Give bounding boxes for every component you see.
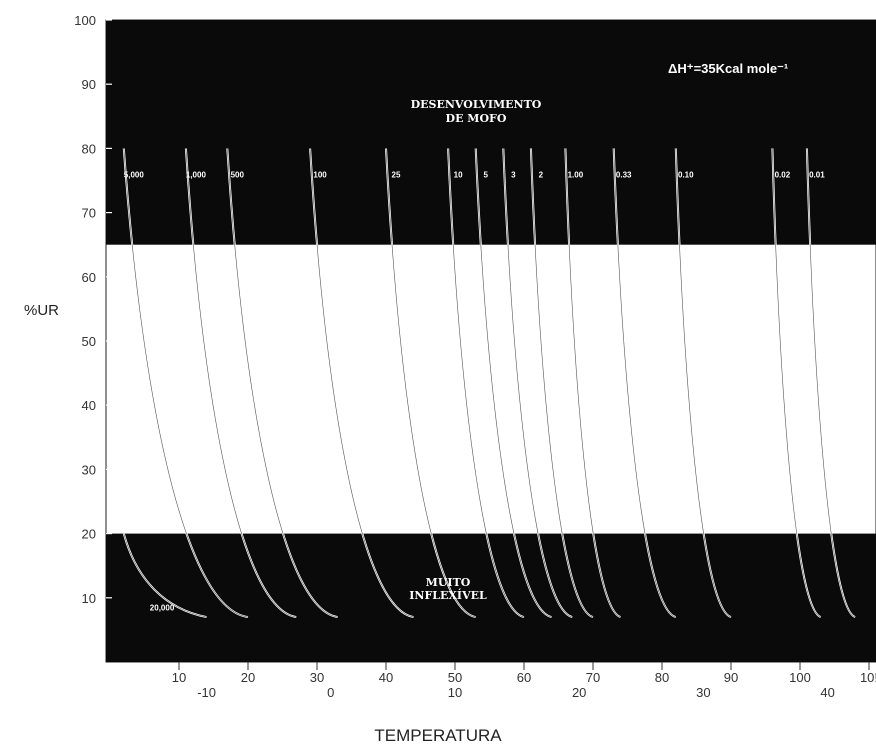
x-tick-label-f: 70 bbox=[586, 670, 600, 685]
isoperm-label: 0.01 bbox=[809, 170, 825, 179]
isoperm-label: 5 bbox=[483, 170, 488, 179]
y-tick-label: 50 bbox=[82, 334, 96, 349]
x-tick-label-c: 10 bbox=[448, 685, 462, 700]
x-tick-label-f: 10! bbox=[860, 670, 876, 685]
x-tick-label-c: 0 bbox=[327, 685, 334, 700]
isoperm-label: 5,000 bbox=[124, 170, 145, 179]
isoperm-curve-edge bbox=[806, 148, 856, 618]
y-tick-label: 10 bbox=[82, 591, 96, 606]
y-tick-label: 60 bbox=[82, 270, 96, 285]
isoperm-curve-edge bbox=[447, 148, 525, 618]
y-tick-label: 40 bbox=[82, 398, 96, 413]
isoperm-curve-edge bbox=[565, 148, 621, 618]
x-axis-title: TEMPERATURA bbox=[374, 726, 502, 745]
isoperm-curve-edge bbox=[675, 148, 732, 618]
isoperm-label: 25 bbox=[392, 170, 401, 179]
equation-label: ΔH⁺=35Kcal mole⁻¹ bbox=[668, 61, 788, 76]
x-tick-label-f: 40 bbox=[379, 670, 393, 685]
isoperm-label: 100 bbox=[313, 170, 327, 179]
x-tick-label-f: 20 bbox=[241, 670, 255, 685]
mold-band-label: DESENVOLVIMENTO bbox=[411, 98, 542, 111]
y-tick-label: 90 bbox=[82, 77, 96, 92]
isoperm-label: 0.02 bbox=[775, 170, 791, 179]
isoperm-label: 2 bbox=[539, 170, 544, 179]
isoperm-labels: 20,000 5,000 1,000 500 100 25 10 5 3 2 1.00 0.33 0.1… bbox=[124, 170, 825, 612]
isoperm-label: 20,000 bbox=[150, 604, 175, 613]
x-tick-label-f: 60 bbox=[517, 670, 531, 685]
isoperm-curve-edge bbox=[309, 148, 414, 618]
x-tick-label-f: 50 bbox=[448, 670, 462, 685]
y-axis-ticks: 10 20 30 40 50 60 70 80 90 100 bbox=[74, 13, 112, 606]
y-tick-label: 100 bbox=[74, 13, 96, 28]
x-tick-label-c: 20 bbox=[572, 685, 586, 700]
isoperm-curve-edge bbox=[613, 148, 676, 618]
y-axis-title: %UR bbox=[24, 302, 60, 319]
isoperm-label: 1,000 bbox=[186, 170, 207, 179]
x-tick-label-f: 30 bbox=[310, 670, 324, 685]
isoperm-curve-edge bbox=[475, 148, 552, 618]
isoperm-curve-edge bbox=[385, 148, 476, 618]
isoperm-curve-edge bbox=[185, 148, 297, 618]
y-tick-label: 70 bbox=[82, 206, 96, 221]
x-tick-label-c: 40 bbox=[820, 685, 834, 700]
isoperm-label: 3 bbox=[511, 170, 516, 179]
x-tick-label-f: 90 bbox=[724, 670, 738, 685]
isoperm-curves bbox=[122, 148, 856, 619]
isoperm-label: 0.10 bbox=[678, 170, 694, 179]
mold-band bbox=[106, 20, 876, 245]
isoperm-curve-edge bbox=[123, 533, 207, 618]
isoperm-label: 1.00 bbox=[568, 170, 584, 179]
brittle-band-label: INFLEXÍVEL bbox=[409, 588, 487, 602]
mold-band-label: DE MOFO bbox=[446, 112, 507, 125]
x-tick-label-f: 10 bbox=[172, 670, 186, 685]
isoperm-curve-edge bbox=[772, 148, 821, 618]
isoperm-curve-edge bbox=[530, 148, 594, 618]
x-tick-label-c: -10 bbox=[197, 685, 216, 700]
x-tick-label-f: 100 bbox=[789, 670, 811, 685]
y-tick-label: 20 bbox=[82, 527, 96, 542]
y-tick-label: 30 bbox=[82, 462, 96, 477]
x-tick-label-c: 30 bbox=[696, 685, 710, 700]
y-tick-label: 80 bbox=[82, 141, 96, 156]
isoperm-label: 0.33 bbox=[616, 170, 632, 179]
isoperm-label: 10 bbox=[454, 170, 463, 179]
isoperm-curve-edge bbox=[227, 148, 338, 618]
x-tick-label-f: 80 bbox=[655, 670, 669, 685]
isoperm-curve-edge bbox=[503, 148, 573, 618]
brittle-band-label: MUITO bbox=[426, 576, 471, 589]
isoperm-label: 500 bbox=[231, 170, 245, 179]
